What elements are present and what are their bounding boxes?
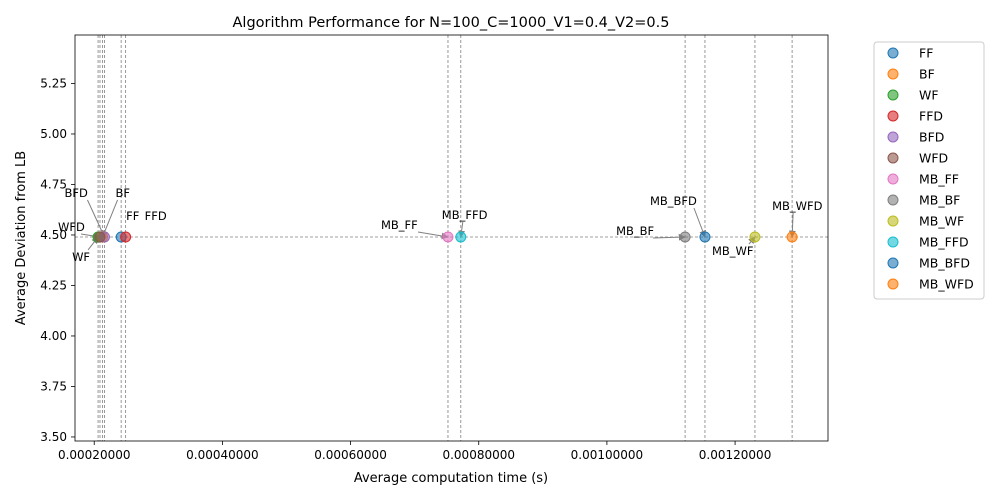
legend-label: MB_FFD: [919, 235, 969, 250]
annotation-labels: FF BF WF FFD BFD WFD MB_FF MB_BF MB_WF MB_FFD MB_B…: [58, 186, 823, 264]
legend-marker: [887, 278, 899, 290]
legend-label: WFD: [919, 151, 948, 166]
legend-label: BF: [919, 67, 935, 82]
annotation-bfd: BFD: [64, 186, 88, 200]
legend-label: BFD: [919, 130, 944, 145]
legend-marker: [887, 236, 899, 248]
legend-marker: [887, 68, 899, 80]
legend-item-bfd: BFD: [887, 130, 944, 145]
point-mb-ffd: [455, 231, 467, 243]
legend-label: MB_FF: [919, 172, 959, 187]
point-mb-ff: [442, 231, 454, 243]
legend-item-wfd: WFD: [887, 151, 948, 166]
y-axis-label: Average Deviation from LB: [14, 151, 29, 325]
legend-item-bf: BF: [887, 67, 935, 82]
legend-marker: [887, 215, 899, 227]
annotation-ff: FF: [126, 209, 139, 223]
legend-item-mb-ff: MB_FF: [887, 172, 959, 187]
legend-label: WF: [919, 88, 939, 103]
y-tick-label: 4.75: [40, 177, 67, 191]
legend-label: MB_BF: [919, 193, 960, 208]
legend-item-ffd: FFD: [887, 109, 943, 124]
legend-marker: [887, 110, 899, 122]
legend-item-mb-ffd: MB_FFD: [887, 235, 969, 250]
x-tick-label: 0.00100000: [571, 448, 644, 462]
y-tick-label: 5.25: [40, 76, 67, 90]
legend-marker: [887, 89, 899, 101]
legend-marker: [887, 257, 899, 269]
legend-item-mb-bf: MB_BF: [887, 193, 960, 208]
x-axis-ticks: 0.00020000 0.00040000 0.00060000 0.00080000…: [58, 441, 771, 462]
x-tick-label: 0.00020000: [58, 448, 131, 462]
x-axis-label: Average computation time (s): [354, 471, 548, 486]
plot-frame: [74, 34, 829, 442]
y-tick-label: 5.00: [40, 127, 67, 141]
legend-marker: [887, 173, 899, 185]
legend-item-mb-wfd: MB_WFD: [887, 277, 974, 292]
legend-marker: [887, 131, 899, 143]
x-tick-label: 0.00060000: [314, 448, 387, 462]
x-tick-label: 0.00080000: [442, 448, 515, 462]
legend-marker: [887, 152, 899, 164]
annotation-wf: WF: [72, 250, 90, 264]
legend-marker: [887, 194, 899, 206]
annotation-ffd: FFD: [145, 209, 167, 223]
annotation-mb-ff: MB_FF: [381, 218, 418, 232]
annotation-mb-bfd: MB_BFD: [650, 194, 697, 208]
annotation-mb-bf: MB_BF: [616, 224, 654, 238]
legend-item-wf: WF: [887, 88, 939, 103]
legend-label: FFD: [919, 109, 943, 124]
legend: FF BF WF FFD BFD WFD MB_FF MB_BF MB_WF MB_FFD MB_B…: [873, 41, 985, 300]
point-mb-bfd: [699, 231, 711, 243]
y-tick-label: 4.50: [40, 228, 67, 242]
arrow-bfd: [87, 199, 106, 238]
y-tick-label: 4.25: [40, 278, 67, 292]
legend-item-mb-wf: MB_WF: [887, 214, 964, 229]
chart-title: Algorithm Performance for N=100_C=1000_V…: [233, 15, 670, 31]
y-axis-ticks: 3.50 3.75 4.00 4.25 4.50 4.75 5.00 5.25: [40, 76, 75, 444]
x-tick-label: 0.00120000: [699, 448, 772, 462]
annotation-mb-wf: MB_WF: [712, 244, 754, 258]
y-tick-label: 3.75: [40, 379, 67, 393]
legend-label: MB_BFD: [919, 256, 970, 271]
legend-marker: [887, 47, 899, 59]
point-mb-wf: [749, 231, 761, 243]
annotation-bf: BF: [116, 186, 131, 200]
legend-label: MB_WF: [919, 214, 964, 229]
legend-frame: [873, 41, 985, 300]
legend-item-ff: FF: [887, 46, 933, 61]
x-tick-label: 0.00040000: [186, 448, 259, 462]
legend-label: MB_WFD: [919, 277, 974, 292]
arrow-bf: [101, 199, 119, 238]
point-mb-wfd: [786, 231, 798, 243]
point-wfd: [94, 231, 106, 243]
y-tick-label: 4.00: [40, 329, 67, 343]
point-ffd: [120, 231, 132, 243]
annotation-wfd: WFD: [58, 220, 85, 234]
legend-item-mb-bfd: MB_BFD: [887, 256, 970, 271]
annotation-mb-ffd: MB_FFD: [442, 208, 488, 222]
point-mb-bf: [679, 231, 691, 243]
legend-label: FF: [919, 46, 933, 61]
annotation-mb-wfd: MB_WFD: [772, 199, 823, 213]
y-tick-label: 3.50: [40, 430, 67, 444]
data-points: [92, 231, 798, 243]
